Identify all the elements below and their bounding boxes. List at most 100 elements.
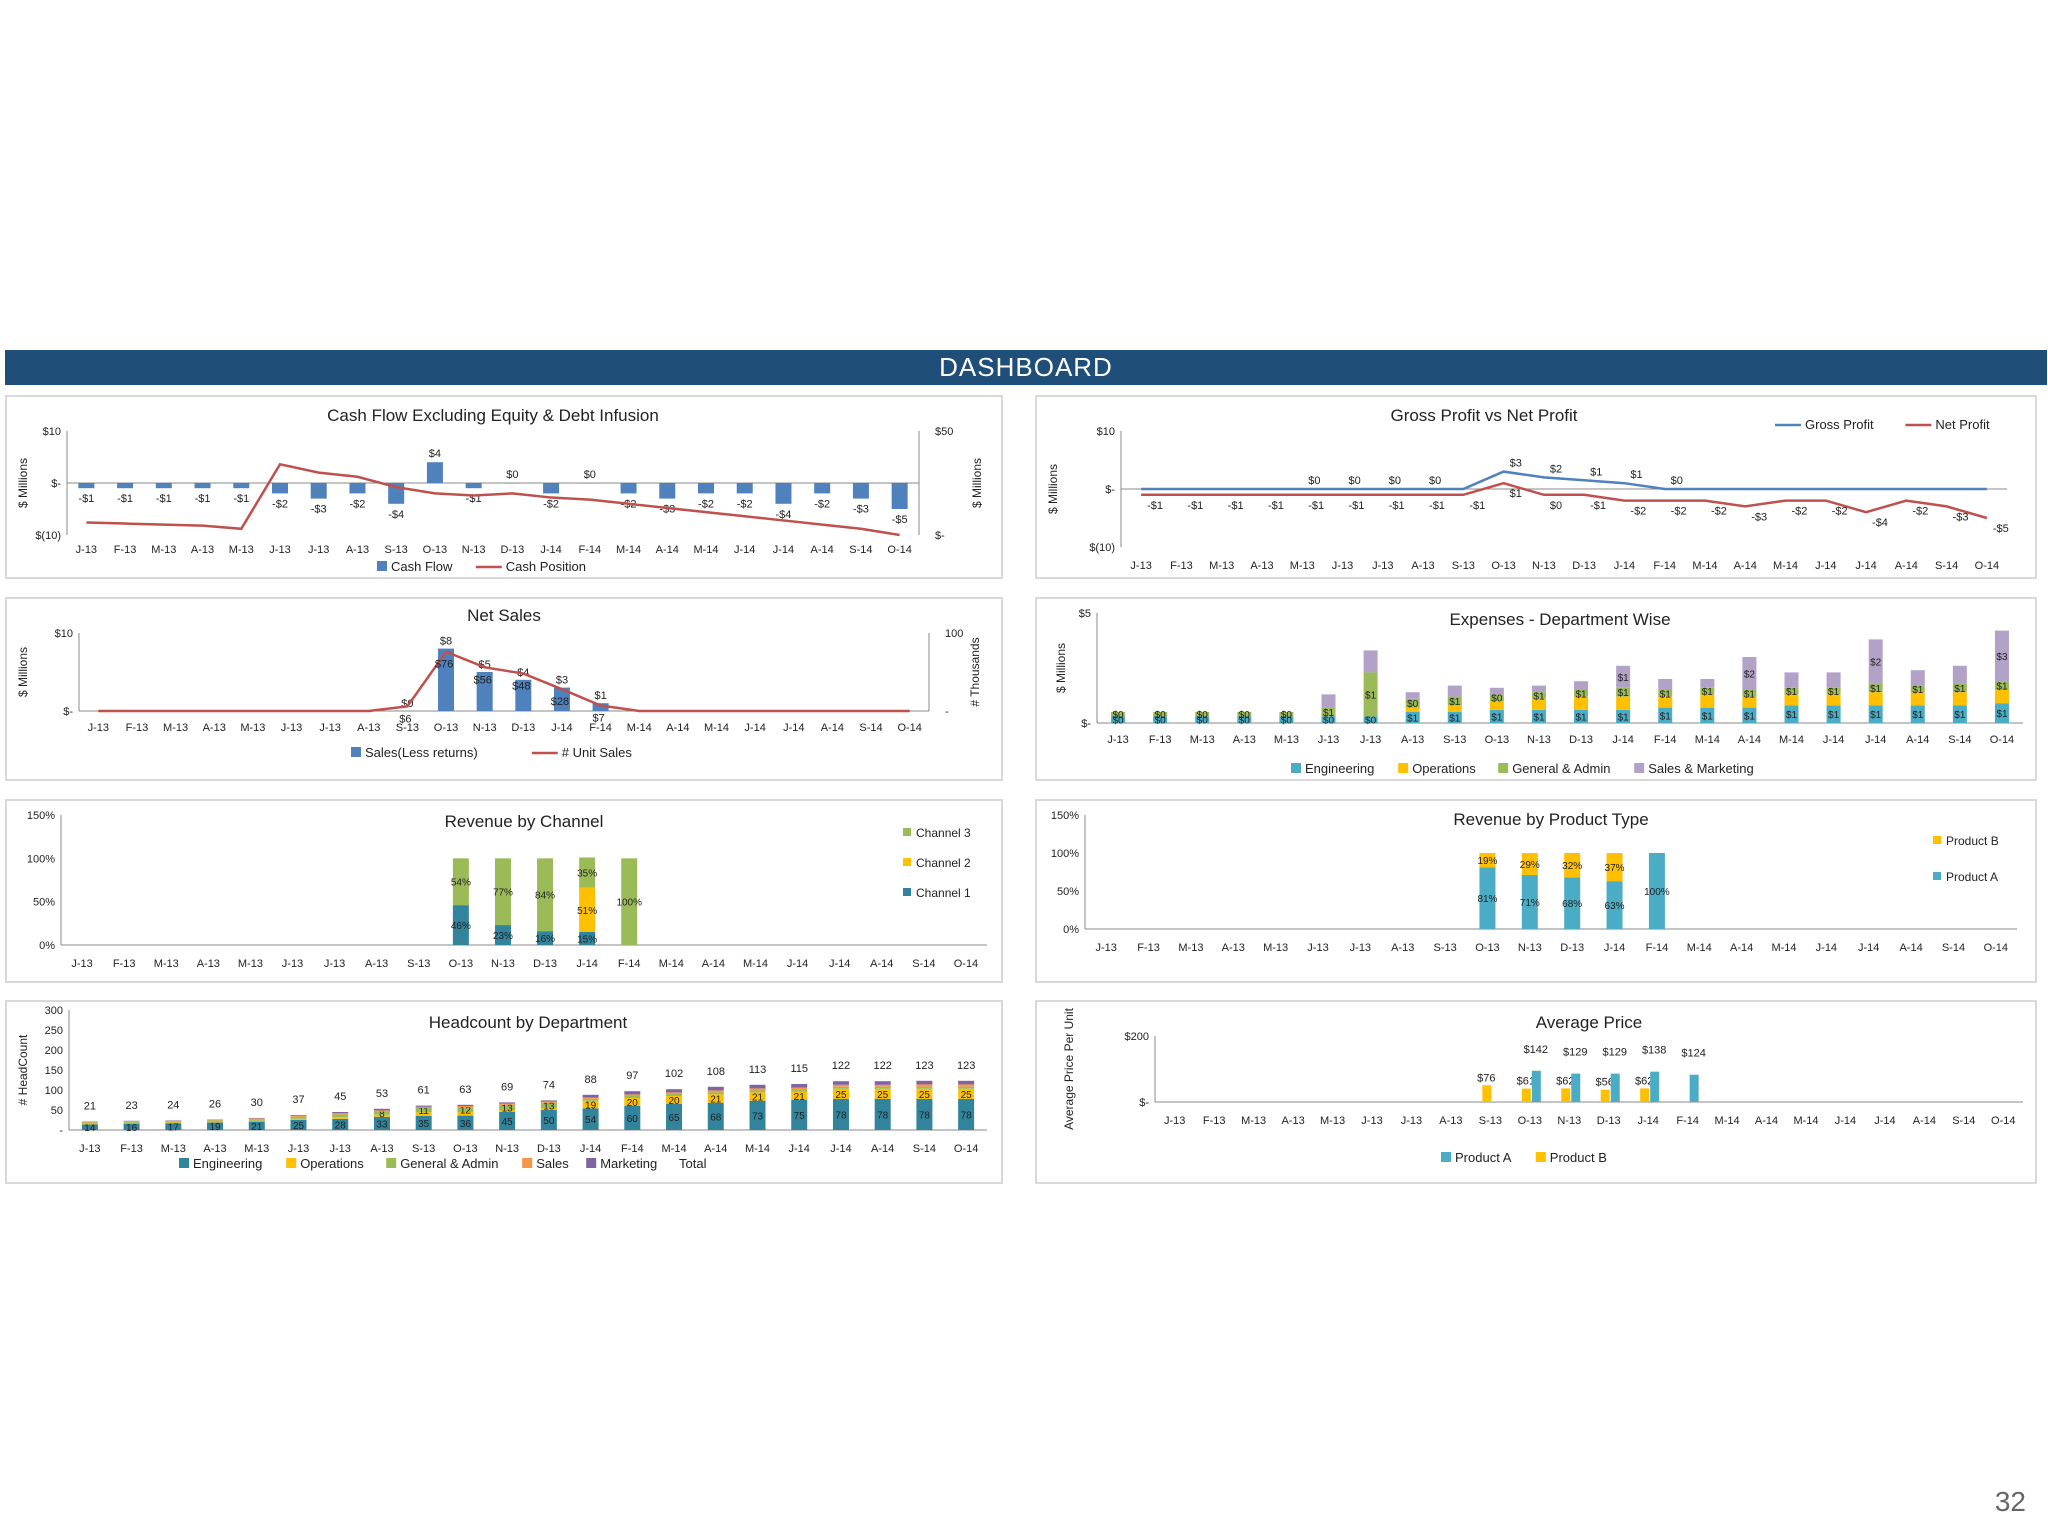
headcount-bar (248, 1121, 265, 1130)
expenses-bar (1447, 705, 1462, 712)
expenses-data-label: $1 (1870, 684, 1882, 695)
expenses-bar (1868, 705, 1883, 723)
grossnet-data-label: -$2 (1832, 506, 1848, 518)
cashflow-xtick-label: J-14 (734, 544, 755, 556)
expenses-xtick-label: D-13 (1569, 734, 1593, 746)
expenses-xtick-label: A-13 (1401, 734, 1424, 746)
revchannel-data-label: 15% (577, 935, 597, 946)
expenses-bar (1658, 707, 1673, 723)
expenses-data-label: $2 (1744, 670, 1756, 681)
expenses-bar (1405, 712, 1420, 723)
headcount-legend-swatch (286, 1158, 297, 1168)
revproduct-data-label: 100% (1644, 887, 1670, 898)
netsales-bar (515, 679, 532, 711)
revproduct-xtick-label: J-14 (1858, 942, 1879, 954)
headcount-bar (415, 1112, 432, 1116)
revchannel-xtick-label: M-14 (743, 958, 768, 970)
revchannel-legend-label: Channel 2 (916, 856, 971, 870)
expenses-bar (1994, 681, 2009, 690)
expenses-bar (1658, 690, 1673, 697)
cashflow-bar (194, 483, 211, 489)
headcount-data-label: 19 (209, 1122, 221, 1133)
headcount-bar (582, 1098, 599, 1101)
revproduct-data-label: 32% (1562, 861, 1582, 872)
revchannel-ytick-label: 50% (33, 897, 55, 909)
headcount-bar (540, 1100, 557, 1102)
revproduct-data-label: 68% (1562, 899, 1582, 910)
expenses-data-label: $1 (1533, 692, 1545, 703)
revchannel-xtick-label: M-13 (154, 958, 179, 970)
headcount-bar (874, 1088, 891, 1099)
netsales-y2tick-label: - (945, 706, 949, 718)
cashflow-ytick-label: $(10) (35, 530, 61, 542)
grossnet-data-label: -$5 (1993, 523, 2009, 535)
revchannel-bar (537, 931, 554, 945)
cashflow-ytick-label: $10 (43, 426, 61, 438)
headcount-bar (332, 1113, 349, 1115)
avgprice-bar (1571, 1073, 1581, 1102)
cashflow-bar (620, 483, 637, 494)
revproduct-xtick-label: J-14 (1816, 942, 1837, 954)
headcount-bar (499, 1112, 516, 1130)
expenses-data-label: $0 (1155, 710, 1167, 721)
revproduct-xtick-label: A-13 (1222, 942, 1245, 954)
headcount-data-label: 21 (752, 1093, 764, 1104)
headcount-xtick-label: D-13 (537, 1143, 561, 1155)
headcount-bar (290, 1116, 307, 1119)
expenses-legend-swatch (1291, 763, 1301, 773)
expenses-bar (1868, 639, 1883, 684)
expenses-data-label: $1 (1618, 673, 1630, 684)
revchannel-data-label: 16% (535, 934, 555, 945)
avgprice-bar (1640, 1088, 1650, 1102)
headcount-data-label: 78 (877, 1110, 889, 1121)
grossnet-data-label: -$1 (1429, 500, 1445, 512)
expenses-bar (1111, 716, 1126, 723)
headcount-xtick-label: J-14 (830, 1143, 851, 1155)
expenses-bar (1784, 705, 1799, 723)
netsales-legend-label: # Unit Sales (562, 745, 633, 760)
expenses-bar (1363, 650, 1378, 673)
headcount-total-label: 88 (584, 1074, 596, 1086)
avgprice-xtick-label: M-14 (1793, 1115, 1818, 1127)
expenses-xtick-label: A-13 (1233, 734, 1256, 746)
netsales-xtick-label: J-13 (319, 722, 340, 734)
expenses-data-label: $1 (1786, 710, 1798, 721)
revchannel-bar (452, 858, 469, 906)
avgprice-data-label: $56 (1596, 1077, 1614, 1089)
headcount-bar (457, 1112, 474, 1116)
grossnet-xtick-label: O-14 (1975, 560, 1999, 572)
avgprice-xtick-label: N-13 (1557, 1115, 1581, 1127)
headcount-xtick-label: M-14 (745, 1143, 770, 1155)
headcount-bar (373, 1108, 390, 1111)
headcount-bar (123, 1121, 140, 1123)
headcount-xtick-label: J-14 (580, 1143, 601, 1155)
headcount-data-label: 25 (835, 1090, 847, 1101)
revchannel-legend-swatch (903, 888, 911, 896)
cashflow-data-label: -$3 (659, 504, 675, 516)
netsales-xtick-label: O-13 (434, 722, 458, 734)
headcount-total-label: 122 (832, 1060, 850, 1072)
netsales-xtick-label: J-14 (551, 722, 572, 734)
headcount-total-label: 24 (167, 1099, 179, 1111)
cashflow-bar (814, 483, 831, 494)
revproduct-bar (1521, 875, 1538, 929)
avgprice-title: Average Price (1536, 1013, 1642, 1032)
revproduct-bar (1479, 853, 1496, 868)
expenses-bar (1489, 687, 1504, 695)
revchannel-ytick-label: 0% (39, 940, 55, 952)
cashflow-ylabel: $ Millions (16, 458, 30, 508)
cashflow-data-label: -$1 (233, 493, 249, 505)
cashflow-xtick-label: A-13 (191, 544, 214, 556)
expenses-bar (1616, 709, 1631, 723)
headcount-ytick-label: 50 (51, 1105, 63, 1117)
expenses-data-label: $1 (1954, 684, 1966, 695)
revproduct-data-label: 19% (1477, 856, 1497, 867)
expenses-bar (1363, 716, 1378, 723)
headcount-data-label: 16 (126, 1123, 138, 1134)
revchannel-data-label: 77% (493, 888, 513, 899)
netsales-bar (438, 648, 455, 711)
expenses-bar (1994, 690, 2009, 704)
avgprice-chart-panel: Average Price $200 $- Average Price Per Uni… (1035, 1000, 2037, 1184)
expenses-data-label: $1 (1660, 689, 1672, 700)
expenses-bar (1910, 705, 1925, 723)
